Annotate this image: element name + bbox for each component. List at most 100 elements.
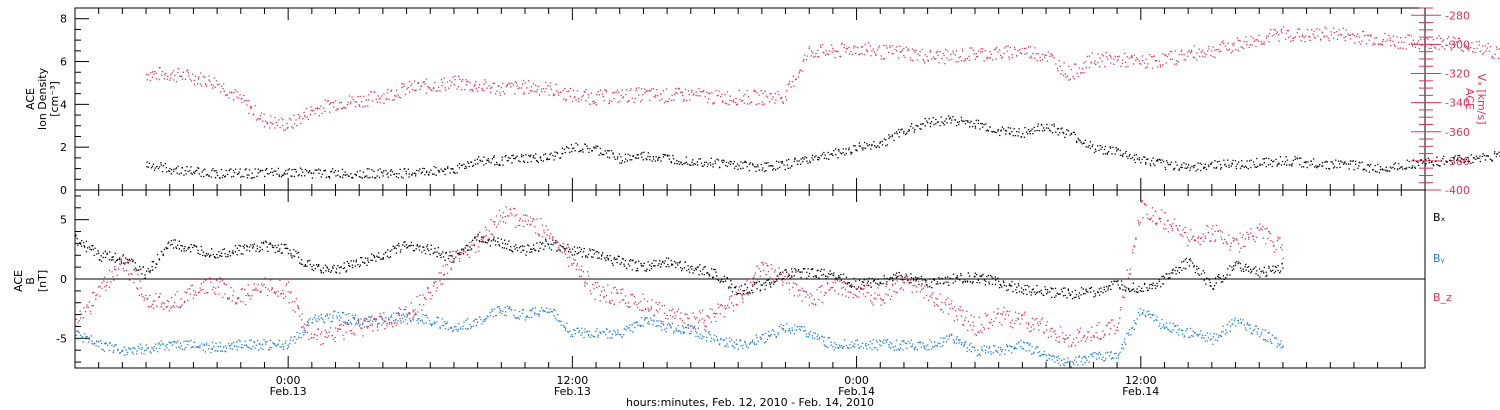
density-point (969, 126, 971, 128)
bx-point (482, 241, 484, 243)
by-point (603, 331, 605, 333)
density-point (1005, 130, 1008, 132)
bx-point (811, 268, 813, 271)
bx-point (706, 272, 708, 274)
vx-point (437, 90, 439, 92)
density-point (276, 173, 278, 175)
bx-point (694, 267, 697, 270)
density-point (689, 164, 691, 166)
by-point (320, 317, 322, 319)
density-point (858, 145, 860, 147)
vx-point (789, 80, 791, 83)
density-point (817, 156, 819, 158)
bx-point (423, 249, 425, 252)
bottom-left-tick-label: -5 (56, 332, 67, 345)
density-point (1144, 156, 1146, 158)
vx-point (1347, 33, 1349, 35)
bx-point (743, 290, 746, 292)
vx-point (1348, 34, 1350, 36)
bx-point (139, 265, 141, 268)
by-point (436, 316, 438, 318)
bx-point (742, 293, 744, 295)
vx-point (274, 116, 276, 119)
density-point (802, 160, 804, 163)
bx-point (498, 244, 500, 246)
vx-point (545, 88, 547, 90)
by-point (563, 326, 565, 328)
by-point (394, 320, 397, 322)
vx-point (1205, 54, 1207, 56)
density-point (694, 163, 697, 165)
bx-point (687, 265, 689, 267)
bx-point (418, 249, 421, 251)
by-point (615, 334, 617, 336)
by-point (613, 330, 615, 332)
density-point (359, 170, 361, 172)
vx-point (630, 88, 632, 90)
density-point (1314, 166, 1316, 168)
by-point (117, 348, 119, 350)
bx-point (183, 250, 185, 252)
density-point (578, 151, 580, 153)
vx-point (344, 107, 346, 109)
density-point (1319, 164, 1321, 166)
vx-point (707, 98, 710, 100)
by-point (361, 323, 364, 326)
density-point (1065, 133, 1067, 135)
vx-point (1298, 36, 1301, 38)
bx-point (462, 253, 465, 255)
bx-point (539, 241, 541, 243)
bx-point (1214, 277, 1217, 279)
bx-point (1077, 295, 1080, 297)
bx-point (1039, 291, 1041, 293)
vx-point (417, 82, 419, 85)
bx-point (667, 264, 669, 266)
vx-point (202, 75, 205, 77)
vx-point (483, 83, 485, 85)
bx-point (552, 244, 554, 246)
vx-point (1169, 50, 1171, 53)
density-point (1288, 164, 1290, 166)
vx-point (1286, 30, 1289, 32)
vx-point (161, 74, 163, 76)
bx-point (538, 250, 540, 252)
vx-point (1497, 57, 1500, 59)
vx-point (804, 54, 806, 56)
density-point (1419, 159, 1422, 161)
vx-point (1438, 35, 1440, 37)
bx-point (659, 260, 661, 262)
by-point (94, 342, 96, 345)
vx-point (878, 47, 880, 49)
bx-point (786, 271, 788, 273)
vx-point (837, 51, 839, 53)
bx-point (251, 247, 254, 249)
vx-point (739, 98, 741, 101)
vx-point (878, 45, 880, 47)
density-point (1399, 167, 1401, 170)
by-point (589, 336, 591, 338)
vx-point (454, 79, 456, 81)
bx-point (503, 247, 505, 249)
density-point (722, 161, 724, 164)
density-point (1376, 171, 1378, 173)
vx-point (1214, 56, 1216, 59)
vx-point (361, 100, 363, 103)
vx-point (503, 93, 506, 95)
density-point (676, 160, 678, 162)
bx-point (1233, 268, 1235, 270)
vx-point (676, 92, 678, 94)
by-point (237, 346, 239, 348)
density-point (246, 174, 248, 176)
vx-point (310, 106, 312, 108)
density-point (435, 167, 437, 169)
bx-point (133, 269, 135, 271)
vx-point (1380, 43, 1383, 45)
by-point (223, 346, 225, 348)
bx-point (689, 266, 692, 268)
by-point (289, 339, 291, 341)
density-point (974, 127, 977, 129)
density-point (866, 143, 868, 145)
by-point (95, 344, 97, 347)
bx-point (789, 277, 792, 280)
bx-point (492, 239, 494, 241)
